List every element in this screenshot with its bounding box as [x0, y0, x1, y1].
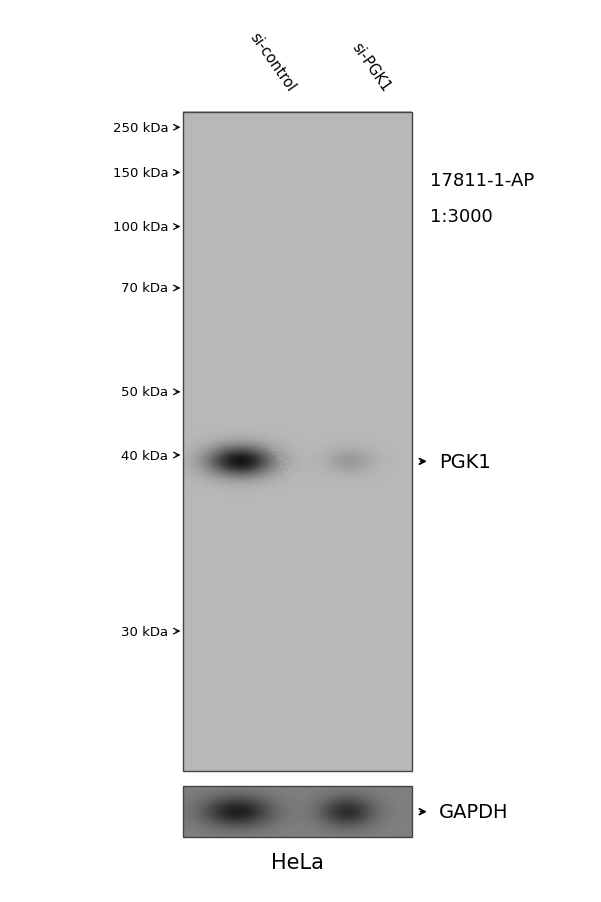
Bar [183, 113, 412, 771]
Text: si-control: si-control [246, 31, 297, 95]
Text: PGK1: PGK1 [439, 452, 490, 472]
Text: 17811-1-AP: 17811-1-AP [430, 171, 534, 189]
Text: 250 kDa: 250 kDa [112, 122, 168, 134]
Text: 100 kDa: 100 kDa [113, 221, 168, 234]
Bar [183, 787, 412, 837]
Text: 30 kDa: 30 kDa [121, 625, 168, 638]
Text: HeLa: HeLa [271, 852, 324, 872]
Text: GAPDH: GAPDH [439, 802, 508, 822]
Text: 40 kDa: 40 kDa [121, 449, 168, 462]
Text: si-PGK1: si-PGK1 [349, 41, 393, 95]
Text: 1:3000: 1:3000 [430, 207, 492, 226]
Text: 150 kDa: 150 kDa [112, 167, 168, 179]
Text: 70 kDa: 70 kDa [121, 282, 168, 295]
Text: 50 kDa: 50 kDa [121, 386, 168, 399]
Text: www.ptglab3.ccn: www.ptglab3.ccn [249, 402, 304, 500]
